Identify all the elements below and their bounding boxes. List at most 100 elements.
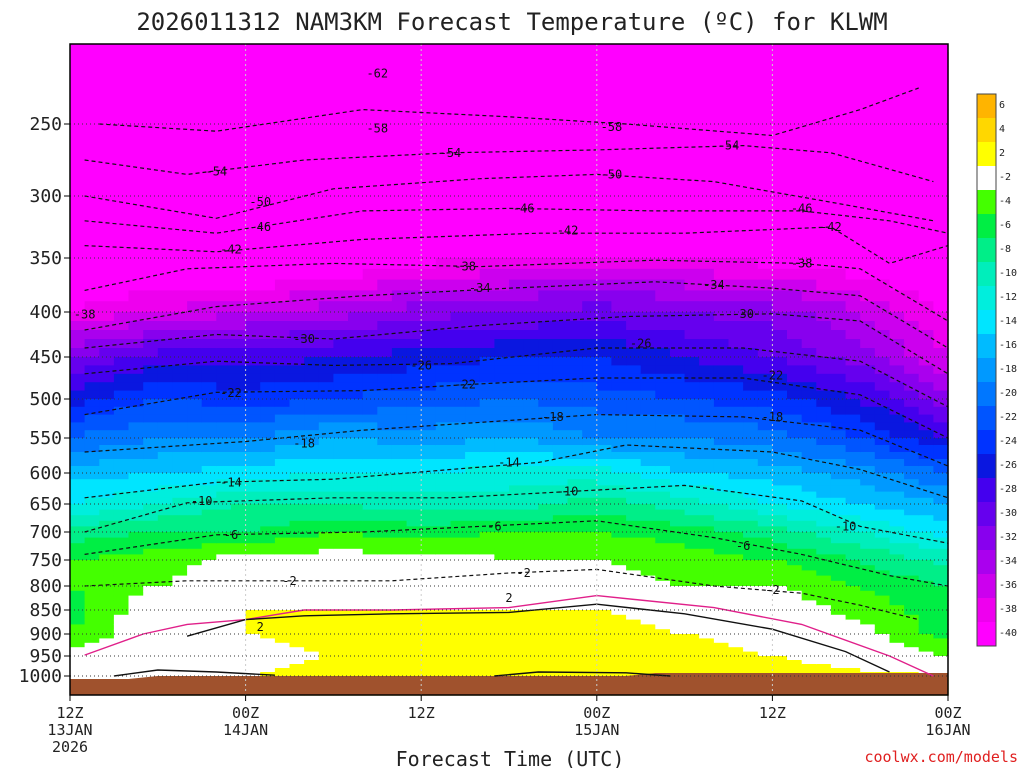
temperature-cell: [509, 138, 525, 154]
temperature-cell: [596, 590, 612, 597]
temperature-cell: [640, 614, 656, 621]
temperature-cell: [918, 575, 934, 582]
temperature-cell: [889, 348, 905, 358]
temperature-cell: [157, 629, 173, 635]
temperature-cell: [157, 660, 173, 665]
temperature-cell: [699, 504, 715, 511]
temperature-cell: [787, 138, 803, 154]
temperature-cell: [113, 422, 130, 431]
temperature-cell: [172, 590, 188, 597]
temperature-cell: [728, 321, 744, 331]
temperature-cell: [860, 348, 876, 358]
temperature-cell: [801, 348, 817, 358]
temperature-cell: [245, 330, 261, 340]
temperature-cell: [816, 279, 832, 291]
temperature-cell: [465, 245, 481, 259]
temperature-cell: [99, 390, 115, 400]
temperature-cell: [216, 504, 232, 511]
temperature-cell: [538, 279, 554, 291]
temperature-cell: [684, 651, 700, 657]
temperature-cell: [904, 208, 920, 222]
temperature-cell: [801, 526, 817, 533]
temperature-cell: [348, 399, 364, 408]
temperature-cell: [538, 466, 554, 474]
temperature-cell: [201, 660, 217, 665]
temperature-cell: [318, 624, 334, 630]
temperature-cell: [904, 515, 920, 522]
temperature-cell: [904, 537, 920, 544]
temperature-cell: [231, 399, 247, 408]
temperature-cell: [274, 220, 291, 234]
temperature-cell: [479, 570, 495, 577]
temperature-cell: [582, 52, 598, 67]
temperature-cell: [260, 565, 276, 571]
temperature-cell: [889, 497, 905, 505]
temperature-cell: [509, 560, 525, 566]
temperature-cell: [421, 515, 437, 522]
temperature-cell: [640, 124, 656, 139]
temperature-cell: [318, 52, 334, 67]
temperature-cell: [713, 406, 730, 416]
temperature-cell: [626, 245, 642, 259]
temperature-cell: [172, 509, 188, 516]
temperature-cell: [552, 66, 569, 82]
temperature-cell: [611, 473, 627, 480]
temperature-cell: [713, 595, 730, 601]
temperature-cell: [391, 390, 408, 400]
temperature-cell: [523, 491, 539, 499]
temperature-cell: [157, 422, 173, 431]
temperature-cell: [201, 330, 217, 340]
temperature-cell: [830, 258, 847, 270]
temperature-cell: [757, 532, 773, 539]
temperature-cell: [333, 52, 349, 67]
temperature-cell: [274, 152, 291, 168]
temperature-cell: [801, 330, 817, 340]
temperature-cell: [757, 390, 773, 400]
temperature-cell: [70, 258, 86, 270]
temperature-cell: [157, 348, 173, 358]
temperature-cell: [728, 339, 744, 349]
temperature-cell: [801, 479, 817, 486]
temperature-cell: [538, 660, 554, 665]
temperature-cell: [670, 560, 686, 566]
temperature-cell: [479, 196, 495, 209]
temperature-cell: [684, 312, 700, 322]
temperature-cell: [596, 624, 612, 630]
temperature-cell: [713, 321, 730, 331]
temperature-cell: [494, 466, 510, 474]
temperature-cell: [538, 365, 554, 375]
temperature-cell: [157, 479, 173, 486]
temperature-cell: [772, 595, 788, 601]
temperature-cell: [743, 466, 759, 474]
temperature-cell: [421, 268, 437, 281]
temperature-cell: [772, 301, 788, 313]
temperature-cell: [552, 445, 569, 453]
temperature-cell: [172, 504, 188, 511]
temperature-cell: [260, 348, 276, 358]
temperature-cell: [874, 152, 890, 168]
temperature-cell: [348, 605, 364, 611]
temperature-cell: [157, 590, 173, 597]
temperature-cell: [670, 233, 686, 247]
temperature-cell: [640, 268, 656, 281]
temperature-cell: [406, 406, 422, 416]
temperature-cell: [626, 479, 642, 486]
temperature-cell: [406, 537, 422, 544]
temperature-cell: [655, 301, 671, 313]
temperature-cell: [904, 619, 920, 625]
temperature-cell: [465, 109, 481, 125]
temperature-cell: [231, 638, 247, 644]
temperature-cell: [348, 208, 364, 222]
temperature-cell: [84, 348, 100, 358]
temperature-cell: [567, 390, 583, 400]
temperature-cell: [128, 548, 144, 555]
temperature-cell: [860, 509, 876, 516]
temperature-cell: [640, 321, 656, 331]
temperature-cell: [333, 473, 349, 480]
temperature-cell: [640, 491, 656, 499]
temperature-cell: [743, 520, 759, 527]
temperature-cell: [889, 668, 905, 673]
temperature-cell: [348, 390, 364, 400]
temperature-cell: [596, 605, 612, 611]
temperature-cell: [670, 365, 686, 375]
